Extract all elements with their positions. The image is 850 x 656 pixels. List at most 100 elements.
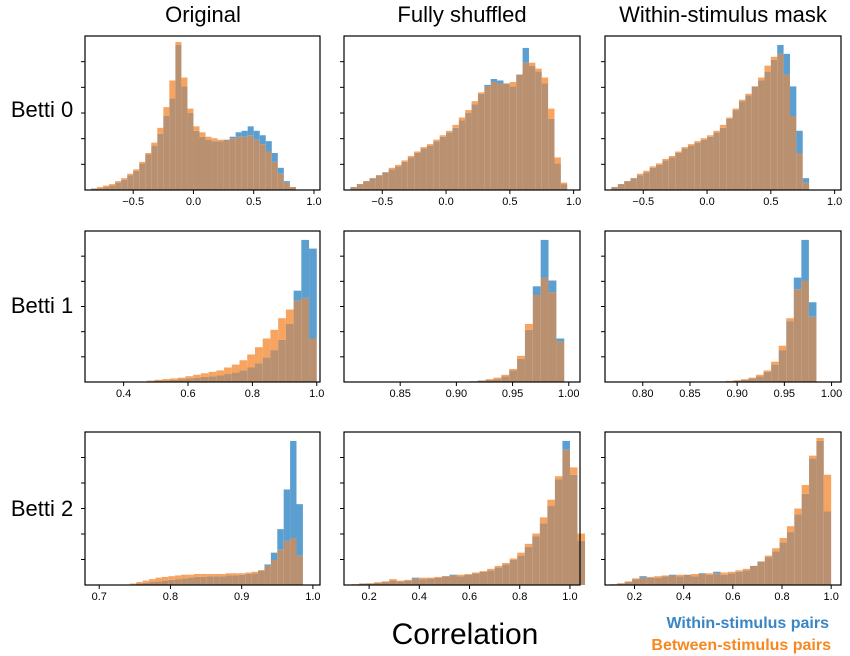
histogram-bar-overlap [479,571,488,585]
histogram-bar-between [419,577,427,580]
histogram-bar-overlap [539,523,548,585]
histogram-bar-overlap [540,277,549,382]
histogram-bar-between [163,107,170,116]
panel-betti-1-original: 0.4 0.6 0.8 1.0 [81,230,324,400]
histogram-bar-between [662,158,669,161]
histogram-bar-between [763,370,772,372]
histogram-bar-overlap [705,574,714,585]
histogram-bar-between [187,108,194,114]
histogram-bar-between [174,575,182,580]
histogram-bar-between [675,151,682,153]
histogram-bar-overlap [676,576,684,585]
histogram-bar-overlap [643,172,650,190]
histogram-bar-within [556,338,565,342]
histogram-bar-overlap [226,575,233,585]
histogram-bar-between [554,476,563,480]
histogram-bar-between [764,555,773,558]
histogram-bar-between [772,548,780,552]
histogram-bar-overlap [382,172,389,190]
histogram-bar-between [687,144,695,146]
histogram-bar-overlap [301,297,310,382]
histogram-bar-overlap [213,576,220,585]
histogram-bar-between [654,576,662,578]
x-tick-label: 1.0 [306,196,321,208]
histogram-bar-overlap [687,145,695,190]
histogram-bar-within [639,576,647,578]
histogram-bar-within [490,79,498,82]
histogram-bar-overlap [426,145,434,190]
histogram-bar-within [484,84,491,87]
histogram-bar-overlap [283,182,290,190]
histogram-bar-between [691,573,699,577]
histogram-bar-within [802,178,810,183]
histogram-bar-between [199,132,206,137]
histogram-bar-between [726,117,733,119]
histogram-bar-overlap [277,549,284,585]
histogram-bar-within [247,126,254,136]
histogram-bar-between [129,583,137,585]
x-tick-label: 0.2 [627,591,642,603]
histogram-bar-between [771,361,779,365]
histogram-bar-between [434,576,442,578]
histogram-bar-between [681,147,688,149]
histogram-bar-overlap [133,170,140,190]
histogram-bar-within [801,239,809,281]
histogram-bar-overlap [554,479,563,585]
histogram-bar-between [643,170,650,173]
histogram-bar-overlap [181,578,188,585]
histogram-bar-overlap [796,153,803,190]
histogram-bar-between [479,571,488,572]
histogram-bar-overlap [646,577,655,585]
histogram-bar-overlap [97,188,104,190]
histogram-bar-between [477,92,485,94]
histogram-bar-overlap [232,575,239,585]
histogram-bar-within [713,571,721,574]
histogram-bar-overlap [617,583,625,585]
histogram-bar-between [676,574,684,577]
histogram-bar-overlap [700,139,708,190]
histogram-bar-between [224,367,232,375]
histogram-bar-between [713,130,720,133]
histogram-bar-overlap [157,133,164,190]
histogram-bar-overlap [611,187,618,190]
histogram-bar-overlap [259,144,266,190]
histogram-bar-overlap [264,565,271,585]
histogram-bar-overlap [254,363,263,382]
histogram-bar-overlap [199,136,206,190]
x-tick-label: 0.4 [412,591,427,603]
histogram-bar-overlap [477,380,486,382]
histogram-bar-overlap [136,583,143,585]
histogram-bar-between [177,377,186,380]
histogram-bar-between [661,575,669,577]
x-tick-label: 1.0 [566,196,581,208]
x-tick-label: 1.0 [309,388,324,400]
histogram-bar-overlap [624,582,633,585]
histogram-bar-within [532,286,541,295]
histogram-bar-within [271,153,278,162]
histogram-bar-overlap [617,184,625,190]
histogram-bar-between [232,573,239,576]
histogram-bar-between [374,582,382,583]
histogram-bar-overlap [247,135,254,190]
x-tick-label: 0.85 [389,388,410,400]
histogram-bar-between [532,533,540,537]
histogram-bar-overlap [187,113,194,190]
histogram-bar-overlap [115,182,122,190]
histogram-bar-overlap [439,136,447,190]
histogram-bar-between [151,142,158,146]
histogram-bar-overlap [241,136,248,190]
histogram-bar-between [547,499,555,506]
legend-between-stimulus: Between-stimulus pairs [651,637,831,654]
histogram-bar-between [748,377,757,379]
histogram-bar-overlap [694,142,701,190]
histogram-bar-between [157,127,164,134]
histogram-bar-overlap [293,300,302,382]
x-tick-label: 0.6 [725,591,740,603]
histogram-bar-overlap [560,184,568,190]
histogram-bar-overlap [155,581,162,585]
histogram-bar-overlap [251,573,259,585]
histogram-bar-overlap [471,104,478,190]
histogram-bar-between [278,318,286,340]
histogram-bar-between [247,354,255,368]
histogram-bar-overlap [509,560,518,585]
